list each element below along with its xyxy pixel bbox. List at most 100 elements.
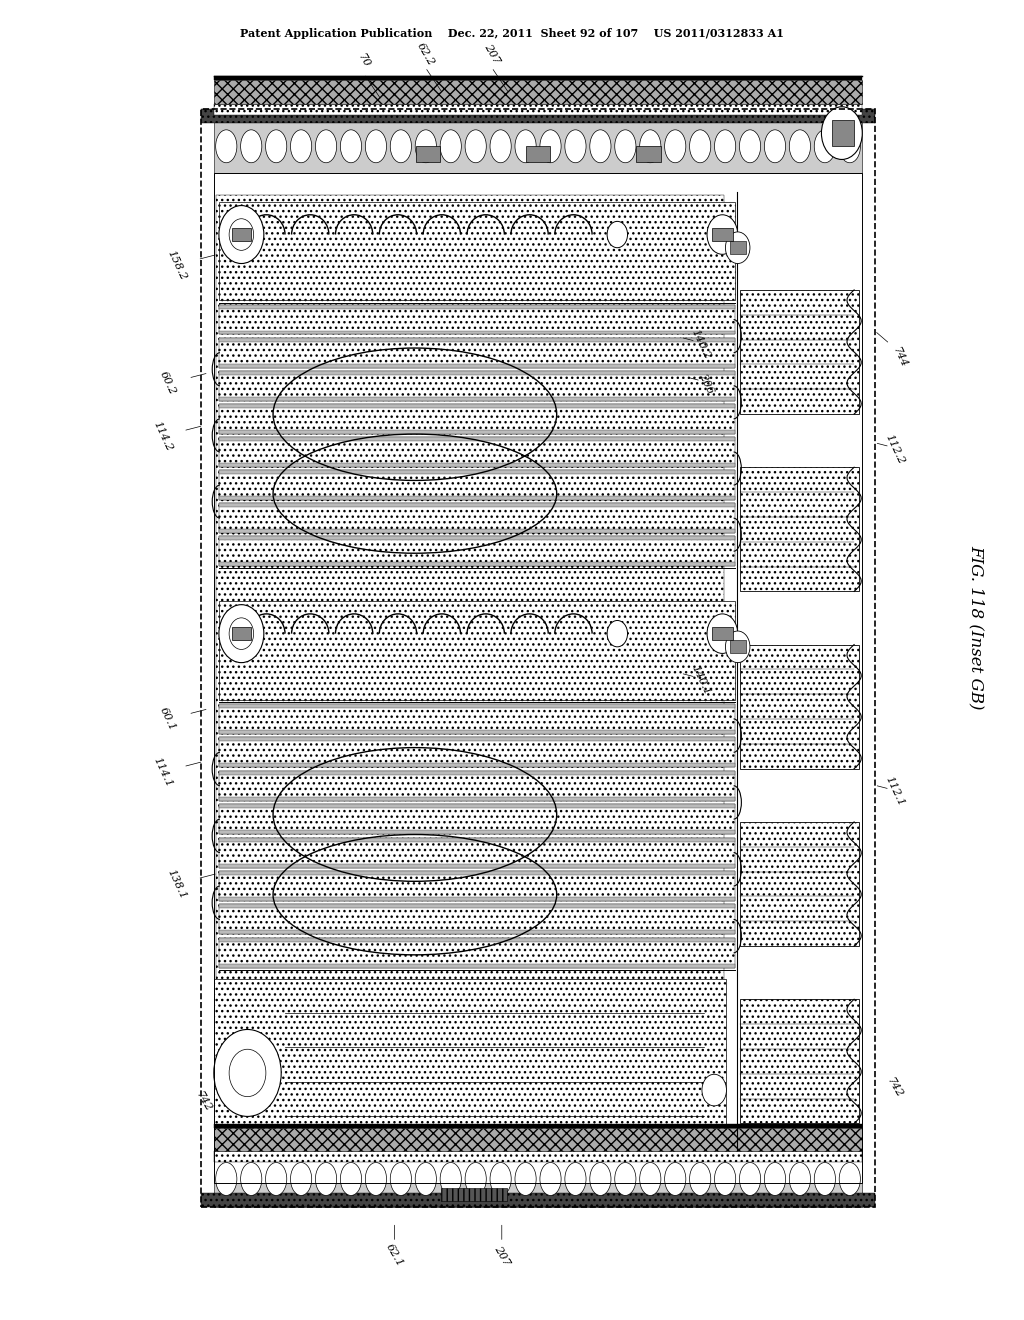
Text: 112.1: 112.1 — [884, 775, 906, 808]
Text: 60.1: 60.1 — [158, 706, 177, 733]
Text: 207: 207 — [493, 1243, 511, 1267]
Bar — [232, 627, 251, 640]
Ellipse shape — [490, 129, 511, 162]
Bar — [219, 330, 734, 334]
Circle shape — [607, 620, 628, 647]
Bar — [219, 363, 734, 367]
Bar — [219, 404, 734, 434]
Bar — [416, 147, 440, 162]
Bar — [219, 904, 734, 908]
Text: 742: 742 — [194, 1089, 213, 1113]
Bar — [219, 397, 734, 401]
Ellipse shape — [291, 1163, 311, 1196]
Ellipse shape — [241, 129, 262, 162]
Bar — [219, 898, 734, 902]
Bar — [219, 931, 734, 935]
Ellipse shape — [265, 1163, 287, 1196]
Circle shape — [229, 1049, 266, 1097]
Text: 70: 70 — [356, 51, 372, 70]
Bar — [219, 937, 734, 968]
Ellipse shape — [390, 1163, 412, 1196]
Ellipse shape — [515, 129, 537, 162]
Text: 60.2: 60.2 — [158, 370, 177, 397]
Bar — [729, 242, 745, 255]
Bar — [214, 1183, 862, 1206]
Ellipse shape — [415, 129, 436, 162]
Circle shape — [219, 605, 264, 663]
Bar — [219, 601, 734, 700]
Bar — [219, 738, 734, 767]
Ellipse shape — [440, 129, 462, 162]
Bar — [214, 978, 726, 1150]
Bar — [219, 562, 734, 566]
Circle shape — [229, 618, 254, 649]
Bar — [201, 110, 874, 1206]
Text: FIG. 118 (Inset GB): FIG. 118 (Inset GB) — [968, 545, 985, 709]
Ellipse shape — [590, 129, 611, 162]
Bar — [219, 804, 734, 834]
Circle shape — [707, 614, 737, 653]
Bar — [219, 704, 734, 734]
Bar — [729, 640, 745, 653]
Bar — [232, 228, 251, 242]
Bar — [219, 964, 734, 968]
Bar — [739, 999, 859, 1123]
Text: 62.2: 62.2 — [415, 41, 436, 67]
Bar — [219, 797, 734, 801]
Bar — [219, 704, 734, 708]
Ellipse shape — [764, 1163, 785, 1196]
Ellipse shape — [291, 129, 311, 162]
Ellipse shape — [790, 1163, 811, 1196]
Bar — [201, 110, 874, 123]
Text: 62.1: 62.1 — [384, 1242, 406, 1269]
Ellipse shape — [689, 1163, 711, 1196]
Ellipse shape — [715, 129, 735, 162]
Bar — [525, 147, 550, 162]
Text: 744: 744 — [891, 346, 909, 368]
Bar — [219, 305, 734, 334]
Bar — [219, 730, 734, 734]
Ellipse shape — [565, 129, 586, 162]
Ellipse shape — [565, 1163, 586, 1196]
Bar — [219, 338, 734, 367]
Bar — [214, 77, 862, 81]
Ellipse shape — [540, 129, 561, 162]
Ellipse shape — [340, 129, 361, 162]
Bar — [712, 228, 732, 242]
Circle shape — [701, 1074, 726, 1106]
Bar — [219, 470, 734, 474]
Ellipse shape — [415, 1163, 436, 1196]
Circle shape — [229, 219, 254, 251]
Bar — [219, 763, 734, 767]
Bar — [219, 536, 734, 540]
Bar — [214, 193, 726, 1150]
Ellipse shape — [614, 1163, 636, 1196]
Ellipse shape — [715, 1163, 735, 1196]
Ellipse shape — [216, 129, 237, 162]
Text: 140.2: 140.2 — [689, 327, 713, 360]
Ellipse shape — [640, 129, 660, 162]
Bar — [219, 771, 734, 775]
Bar — [219, 771, 734, 801]
Circle shape — [821, 107, 862, 160]
Ellipse shape — [515, 1163, 537, 1196]
Ellipse shape — [665, 129, 686, 162]
Text: 206: 206 — [697, 372, 715, 395]
Bar — [219, 437, 734, 441]
Bar — [219, 837, 734, 842]
Bar — [219, 371, 734, 375]
Circle shape — [725, 232, 750, 264]
Ellipse shape — [465, 1163, 486, 1196]
Bar — [214, 1123, 862, 1127]
Bar — [214, 81, 862, 104]
Circle shape — [214, 1030, 282, 1117]
Ellipse shape — [465, 129, 486, 162]
Ellipse shape — [241, 1163, 262, 1196]
Ellipse shape — [315, 129, 337, 162]
Ellipse shape — [315, 1163, 337, 1196]
Bar — [219, 871, 734, 902]
Ellipse shape — [764, 129, 785, 162]
Bar — [219, 830, 734, 834]
Bar — [739, 290, 859, 414]
Bar — [219, 738, 734, 742]
